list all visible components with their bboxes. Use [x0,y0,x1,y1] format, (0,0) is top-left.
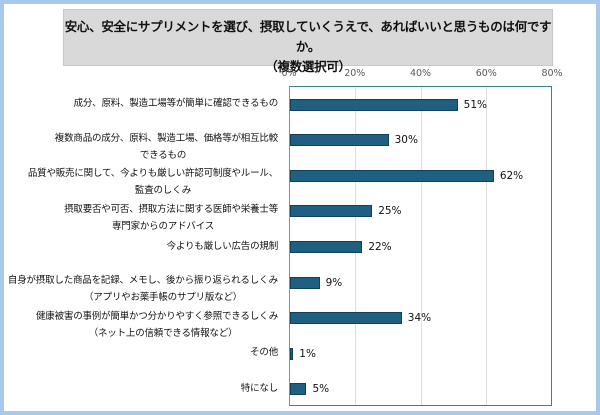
category-label-line: 専門家からのアドバイス [111,220,214,232]
bar-value-label: 62% [499,169,524,182]
x-tick-label: 40% [409,68,432,79]
x-tick-label: 60% [475,68,497,79]
category-label-line: その他 [250,347,278,359]
category-label: その他 [0,344,278,361]
category-label: 品質や販売に関して、今よりも厳しい許認可制度やルール、監査のしくみ [0,165,278,199]
category-label-line: 健康被害の事例が簡単かつ分かりやすく参照できるしくみ [36,310,278,322]
bar-value-label: 34% [407,312,432,325]
category-label-line: 品質や販売に関して、今よりも厳しい許認可制度やルール、 [27,168,278,180]
bar-value-label: 9% [325,276,343,289]
category-label-line: 自身が摂取した商品を記録、メモし、後から振り返られるしくみ [7,275,278,287]
bar-value-label: 51% [463,98,487,111]
category-label-line: 特になし [240,382,278,394]
bar [290,383,307,396]
bar-value-label: 30% [394,134,418,147]
category-label-line: 監査のしくみ [134,185,192,197]
plot-area: 51% 30% 62% 25% 22% 9% 34% 1% 5% [289,86,552,406]
bar-value-label: 5% [312,383,330,396]
category-label-line: 今よりも厳しい広告の規制 [166,240,279,252]
bar [290,205,373,218]
category-label-line: （ネット上の信頼できる情報など） [88,327,238,339]
category-label: 健康被害の事例が簡単かつ分かりやすく参照できるしくみ （ネット上の信頼できる情報な… [0,308,278,342]
bar-value-label: 25% [378,205,402,218]
bar-value-label: 1% [299,347,316,360]
x-tick-label: 20% [344,68,366,79]
category-label-line: 摂取要否や可否、摂取方法に関する医師や栄養士等 [64,203,278,215]
bar-value-label: 22% [368,241,392,253]
x-tick-label: 0% [281,68,297,79]
category-label: 今よりも厳しい広告の規制 [0,238,279,255]
category-label-line: できるもの [139,149,187,161]
category-label-line: 複数商品の成分、原料、製造工場、価格等が相互比較 [54,132,278,144]
gridline [486,87,488,405]
chart-title-line-2: （複数選択可） [265,59,351,74]
category-label: 特になし [0,380,278,397]
chart-title-line-1: 安心、安全にサプリメントを選び、摂取していくうえで、あればいいと思うものは何です… [64,19,552,54]
bar [290,312,402,325]
bar [290,134,389,147]
bar [290,241,363,253]
category-label: 自身が摂取した商品を記録、メモし、後から振り返られるしくみ （アプリやお薬手帳のサ… [0,272,278,306]
category-label-line: （アプリやお薬手帳のサプリ版など） [83,292,243,304]
bar [290,169,494,182]
bar [290,347,294,360]
bar [290,276,320,289]
category-label: 摂取要否や可否、摂取方法に関する医師や栄養士等専門家からのアドバイス [0,201,278,235]
chart-title: 安心、安全にサプリメントを選び、摂取していくうえで、あればいいと思うものは何です… [63,9,553,74]
bar [290,98,458,111]
x-tick-label: 80% [541,68,563,79]
category-label-line: 成分、原料、製造工場等が簡単に確認できるもの [73,98,279,110]
gridline [420,87,422,405]
category-label: 成分、原料、製造工場等が簡単に確認できるもの [0,95,279,112]
category-label: 複数商品の成分、原料、製造工場、価格等が相互比較 できるもの [0,130,278,164]
